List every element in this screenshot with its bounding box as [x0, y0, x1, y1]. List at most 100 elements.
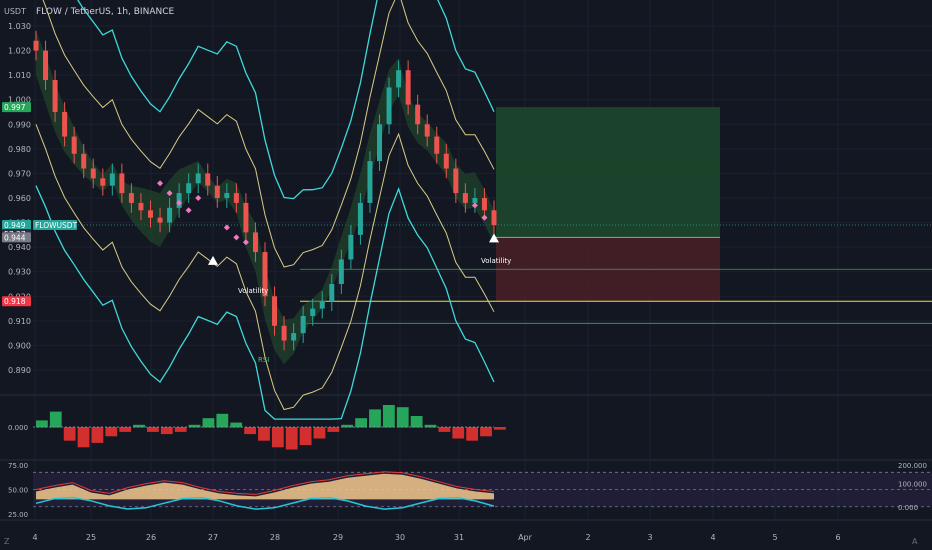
volatility-triangle	[489, 233, 499, 243]
price-tick-label: 0.990	[8, 120, 31, 129]
candle-body	[148, 210, 153, 218]
signal-diamond	[223, 224, 230, 231]
time-tick-label: 26	[146, 533, 156, 542]
histogram-bar	[119, 427, 132, 432]
candle-body	[167, 207, 173, 223]
bottom-right-tick: 200.000	[898, 462, 927, 470]
price-badge-text: 0.918	[4, 297, 26, 306]
candle-body	[453, 168, 459, 194]
time-tick-label: 31	[454, 533, 464, 542]
price-tick-label: 0.980	[8, 145, 31, 154]
signal-diamond	[157, 180, 164, 187]
candle-body	[43, 50, 49, 81]
bottom-right-tick: 100.000	[898, 481, 927, 489]
time-tick-label: 25	[86, 533, 96, 542]
chart-title[interactable]: FLOW / TetherUS, 1h, BINANCE	[36, 7, 175, 17]
candle-body	[186, 183, 192, 194]
price-badge-text: 0.997	[4, 103, 26, 112]
oscillator-zero-label: 0.000	[8, 424, 28, 432]
candle-body	[272, 296, 278, 326]
bottom-left-tick: 75.00	[8, 462, 28, 470]
histogram-bar	[49, 411, 62, 428]
time-tick-label: 4	[32, 533, 37, 542]
histogram-bar	[424, 424, 437, 428]
histogram-bar	[174, 427, 187, 432]
time-tick-label: Apr	[518, 533, 533, 542]
histogram-bar	[202, 418, 215, 428]
price-tick-label: 1.000	[8, 96, 31, 105]
auto-scale-icon[interactable]: A	[912, 537, 918, 546]
volatility-triangle	[208, 255, 218, 265]
candle-body	[357, 202, 363, 235]
price-tick-label: 0.970	[8, 169, 31, 178]
candle-body	[243, 202, 249, 233]
time-tick-label: 29	[333, 533, 343, 542]
histogram-bar	[410, 416, 423, 428]
bottom-left-tick: 25.00	[8, 511, 28, 519]
histogram-bar	[341, 424, 354, 428]
price-tick-label: 0.900	[8, 341, 31, 350]
time-tick-label: 5	[772, 533, 777, 542]
price-tick-label: 1.010	[8, 71, 31, 80]
histogram-bar	[299, 427, 312, 446]
candle-body	[491, 210, 497, 226]
candle-body	[224, 193, 230, 198]
histogram-bar	[105, 427, 118, 437]
cloud-band	[36, 30, 494, 365]
histogram-bar	[188, 424, 201, 428]
candle-body	[252, 232, 258, 253]
bottom-right-tick: 0.000	[898, 504, 918, 512]
rsi-label: RSI	[258, 356, 269, 364]
histogram-bar	[271, 427, 284, 448]
candle-body	[367, 161, 373, 203]
signal-diamond	[242, 239, 249, 246]
histogram-bar	[133, 424, 145, 428]
volatility-label: Volatility	[238, 287, 268, 295]
histogram-bar	[258, 427, 270, 441]
time-tick-label: 4	[710, 533, 715, 542]
candle-body	[415, 104, 421, 125]
histogram-bar	[396, 407, 409, 428]
price-badge	[2, 102, 31, 113]
candle-body	[300, 315, 306, 334]
candle-body	[291, 333, 297, 341]
candle-body	[386, 87, 392, 125]
signal-diamond	[176, 199, 183, 206]
z-icon[interactable]: Z	[4, 537, 10, 546]
time-tick-label: 2	[585, 533, 590, 542]
histogram-bar	[160, 427, 173, 435]
candle-body	[462, 193, 468, 203]
signal-diamond	[166, 190, 173, 197]
histogram-bar	[313, 427, 326, 439]
histogram-bar	[63, 427, 76, 441]
candle-body	[128, 193, 134, 203]
take-profit-zone	[496, 107, 720, 238]
bottom-area	[36, 473, 494, 500]
histogram-bar	[494, 427, 506, 430]
candle-body	[319, 301, 325, 309]
price-badge	[2, 232, 31, 243]
signal-diamond	[471, 202, 478, 209]
time-tick-label: 28	[270, 533, 280, 542]
histogram-bar	[452, 427, 465, 439]
candle-body	[338, 259, 344, 284]
price-tick-label: 0.930	[8, 268, 31, 277]
histogram-bar	[355, 418, 368, 428]
price-tick-label: 0.960	[8, 194, 31, 203]
signal-diamond	[481, 214, 488, 221]
histogram-bar	[230, 422, 243, 428]
bottom-cyan-line	[35, 496, 495, 510]
price-tick-label: 0.890	[8, 366, 31, 375]
histogram-bar	[77, 427, 90, 448]
candle-body	[195, 173, 201, 184]
histogram-bar	[91, 427, 104, 443]
price-tick-label: 1.030	[8, 22, 31, 31]
price-tick-label: 0.940	[8, 243, 31, 252]
candle-body	[90, 168, 96, 179]
candle-body	[62, 112, 68, 137]
candle-body	[100, 178, 106, 186]
symbol-badge-text: FLOWUSDT	[35, 221, 78, 230]
candle-body	[214, 185, 220, 198]
